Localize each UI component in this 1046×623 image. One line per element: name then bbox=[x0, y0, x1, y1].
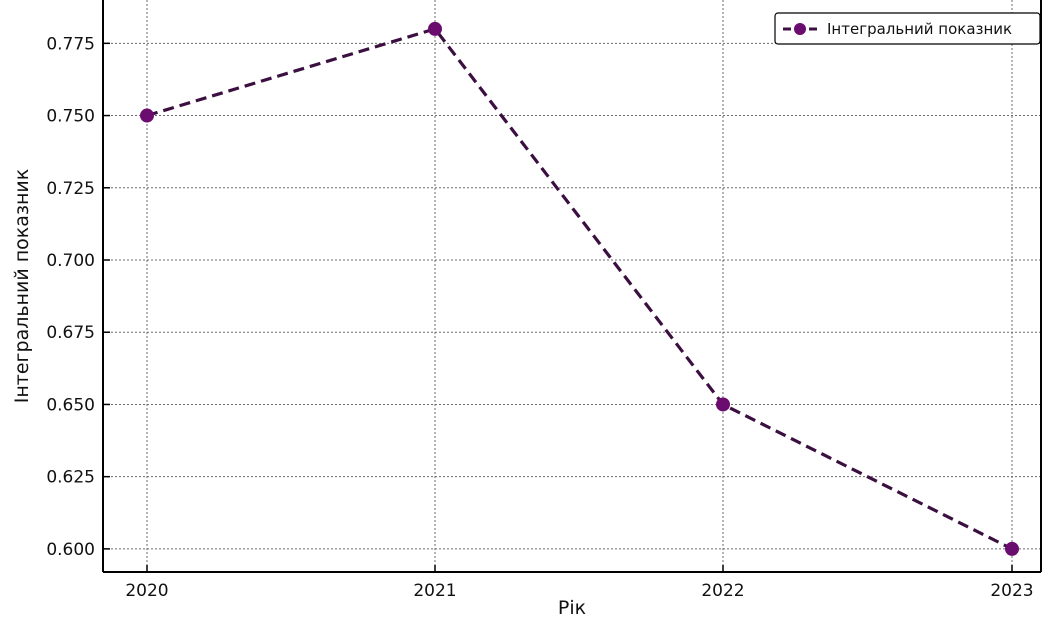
legend-label: Інтегральний показник bbox=[827, 20, 1012, 38]
data-point bbox=[1005, 541, 1019, 556]
y-tick-label: 0.625 bbox=[46, 468, 95, 488]
legend-marker-sample bbox=[794, 23, 806, 35]
y-tick-label: 0.775 bbox=[46, 34, 95, 54]
legend-box bbox=[774, 12, 1041, 45]
series-line bbox=[146, 27, 1013, 551]
legend: Інтегральний показник bbox=[774, 12, 1041, 45]
y-tick-label: 0.600 bbox=[46, 540, 95, 560]
grid bbox=[103, 0, 1041, 572]
data-point bbox=[716, 397, 730, 412]
x-tick-label: 2022 bbox=[701, 581, 744, 601]
data-point bbox=[428, 21, 442, 36]
y-tick-label: 0.700 bbox=[46, 251, 95, 271]
y-tick-label: 0.750 bbox=[46, 107, 95, 127]
y-tick-label: 0.675 bbox=[46, 323, 95, 343]
ticks: 0.600 0.625 0.650 0.675 0.700 0.725 0.750 0.775… bbox=[46, 34, 1033, 601]
data-point bbox=[140, 108, 154, 123]
y-axis-title: Інтегральний показник bbox=[11, 169, 33, 404]
y-tick-label: 0.650 bbox=[46, 395, 95, 415]
x-tick-label: 2020 bbox=[125, 581, 168, 601]
x-tick-label: 2021 bbox=[413, 581, 456, 601]
series bbox=[140, 21, 1019, 556]
x-tick-label: 2023 bbox=[990, 581, 1033, 601]
y-tick-label: 0.725 bbox=[46, 179, 95, 199]
x-axis-title: Рік bbox=[558, 597, 586, 619]
axes bbox=[102, 0, 1042, 573]
